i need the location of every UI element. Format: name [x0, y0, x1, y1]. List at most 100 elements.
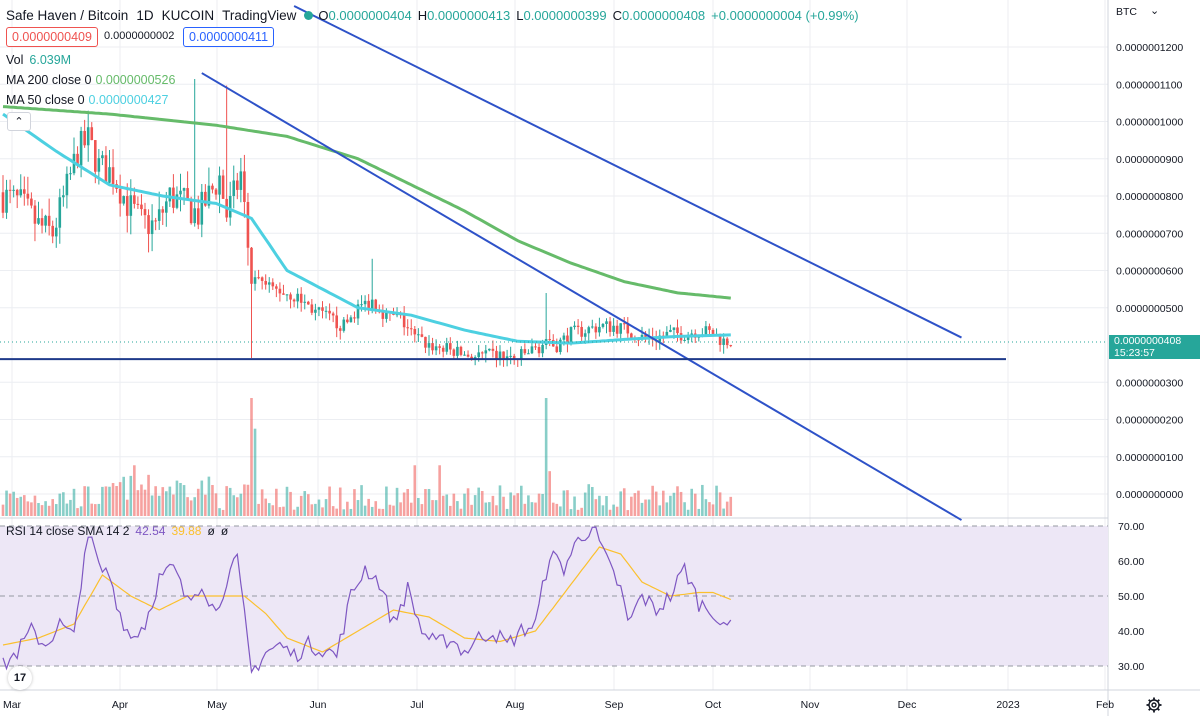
candle-body [534, 346, 537, 348]
candle-body [143, 209, 147, 216]
volume-bar [303, 491, 307, 516]
symbol-title[interactable]: Safe Haven / Bitcoin [6, 7, 129, 23]
volume-bar [402, 492, 406, 516]
rsi-extra-2: ø [220, 524, 229, 538]
volume-bar [285, 486, 289, 516]
time-axis[interactable]: Mar Apr May Jun Jul Aug Sep Oct Nov Dec 2023 Feb [3, 699, 1114, 711]
volume-bar [601, 505, 605, 516]
volume-bar [353, 489, 356, 516]
candle-body [363, 300, 367, 305]
candle-body [605, 321, 608, 324]
candle-body [125, 196, 129, 216]
rsi-legend[interactable]: RSI 14 close SMA 14 2 42.54 39.88 ø ø [6, 524, 228, 538]
rsi-tick-label: 40.00 [1118, 626, 1144, 638]
month-label: May [207, 699, 228, 711]
volume-bar [615, 506, 619, 516]
volume-bar [299, 495, 303, 516]
ohlc-high-value: 0.0000000413 [427, 7, 511, 23]
candle-body [409, 328, 413, 330]
candle-body [154, 220, 157, 222]
candle-body [165, 201, 168, 213]
volume-bar [449, 505, 452, 516]
candle-body [111, 167, 115, 185]
volume-bar [551, 502, 555, 516]
ma200-label: MA 200 close 0 [6, 73, 92, 87]
volume-bar [51, 499, 54, 516]
volume-bar [438, 465, 441, 516]
buy-button[interactable]: 0.0000000411 [183, 27, 275, 47]
price-tick-label: 0.0000001200 [1116, 42, 1183, 54]
candle-body [591, 326, 594, 328]
tradingview-logo-icon[interactable]: 17 [8, 666, 32, 690]
interval-label[interactable]: 1D [136, 7, 154, 23]
candle-body [417, 334, 420, 336]
rsi-tick-label: 70.00 [1118, 521, 1144, 533]
month-label: Dec [898, 699, 917, 711]
candle-body [360, 304, 363, 306]
candle-body [480, 352, 484, 354]
ohlc-low-value: 0.0000000399 [523, 7, 607, 23]
sell-button[interactable]: 0.0000000409 [6, 27, 98, 47]
month-label: Apr [112, 699, 129, 711]
source-label: TradingView [222, 7, 297, 23]
volume-bar [168, 486, 172, 516]
ma50-legend[interactable]: MA 50 close 0 0.0000000427 [6, 93, 168, 107]
volume-bar [44, 501, 47, 516]
candle-body [644, 334, 647, 337]
volume-bar [583, 492, 587, 516]
candle-body [630, 333, 633, 338]
currency-label[interactable]: BTC [1116, 6, 1137, 18]
candle-body [466, 354, 470, 357]
volume-bar [413, 465, 417, 516]
volume-bar [488, 502, 491, 516]
volume-bar [662, 490, 665, 516]
candle-body [449, 343, 452, 350]
price-tick-label: 0.0000000600 [1116, 266, 1183, 278]
candle-body [62, 195, 65, 198]
price-tick-label: 0.0000000000 [1116, 489, 1183, 501]
candle-body [54, 227, 58, 237]
candle-body [495, 350, 498, 361]
volume-bar [605, 496, 608, 516]
gear-icon[interactable] [1146, 697, 1162, 713]
volume-bar [115, 486, 118, 516]
collapse-legend-button[interactable]: ⌃ [7, 112, 31, 131]
countdown-value: 15:23:57 [1114, 347, 1155, 359]
volume-legend[interactable]: Vol 6.039M [6, 53, 71, 67]
ohlc-close-value: 0.0000000408 [622, 7, 706, 23]
candle-body [239, 171, 243, 190]
volume-bar [342, 509, 346, 516]
spread-value: 0.0000000002 [104, 30, 175, 42]
candle-body [26, 193, 30, 199]
volume-bar [431, 500, 434, 516]
candle-body [342, 319, 346, 331]
volume-bar [658, 505, 662, 516]
candle-body [182, 188, 186, 191]
volume-bar [409, 502, 413, 516]
volume-bar [140, 484, 143, 516]
volume-bar [218, 508, 221, 516]
volume-bar [23, 495, 26, 516]
volume-bar [278, 507, 282, 516]
trendlines[interactable] [0, 5, 1108, 521]
ohlc-low-key: L [516, 7, 524, 23]
volume-bar [374, 501, 378, 516]
volume-bar [399, 502, 402, 516]
volume-bar [243, 484, 246, 516]
volume-bar [509, 492, 512, 516]
candle-body [214, 189, 218, 195]
candle-body [502, 351, 505, 360]
volume-bar [562, 490, 566, 516]
price-axis[interactable]: 0.0000001200 0.0000001100 0.0000001000 0.00… [1116, 42, 1183, 673]
candle-body [314, 309, 317, 313]
volume-bar [179, 482, 182, 516]
volume-bar [676, 486, 679, 516]
candle-body [576, 325, 580, 327]
candle-body [690, 333, 693, 335]
candle-body [512, 355, 516, 359]
market-status-icon [304, 10, 314, 20]
chevron-down-icon[interactable]: ⌄ [1150, 5, 1160, 17]
candle-body [97, 158, 101, 172]
ma200-legend[interactable]: MA 200 close 0 0.0000000526 [6, 73, 175, 87]
